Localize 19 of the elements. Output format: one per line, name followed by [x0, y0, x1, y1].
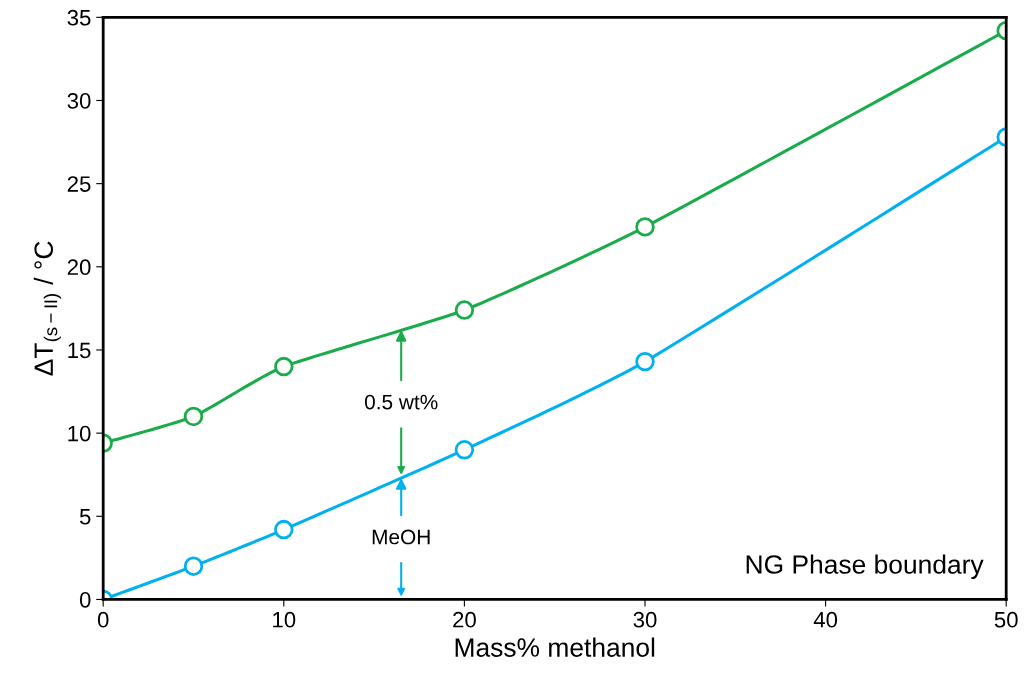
y-tick-label: 5 — [79, 509, 91, 525]
annotation: 0.5 wt% — [364, 394, 438, 410]
x-tick-label: 0 — [97, 611, 109, 628]
x-axis-title: Mass% methanol — [455, 637, 655, 657]
y-tick-label: 35 — [67, 9, 91, 26]
x-tick-label: 10 — [273, 611, 296, 628]
y-tick-label: 0 — [79, 591, 91, 608]
x-tick-label: 40 — [813, 611, 838, 628]
x-tick-label: 30 — [633, 611, 657, 628]
y-tick-label: 30 — [67, 93, 91, 109]
y-tick-label: 10 — [68, 425, 91, 442]
x-tick-label: 20 — [453, 611, 476, 628]
y-tick-label: 25 — [67, 176, 91, 192]
annotation: NG Phase boundary — [746, 554, 984, 580]
y-axis-title: ΔT$_{(s−II)}$ / °C — [33, 241, 61, 376]
y-tick-label: 15 — [68, 342, 91, 359]
y-tick-label: 20 — [67, 259, 91, 276]
x-tick-label: 50 — [994, 611, 1018, 628]
annotation: MeOH — [372, 529, 430, 545]
